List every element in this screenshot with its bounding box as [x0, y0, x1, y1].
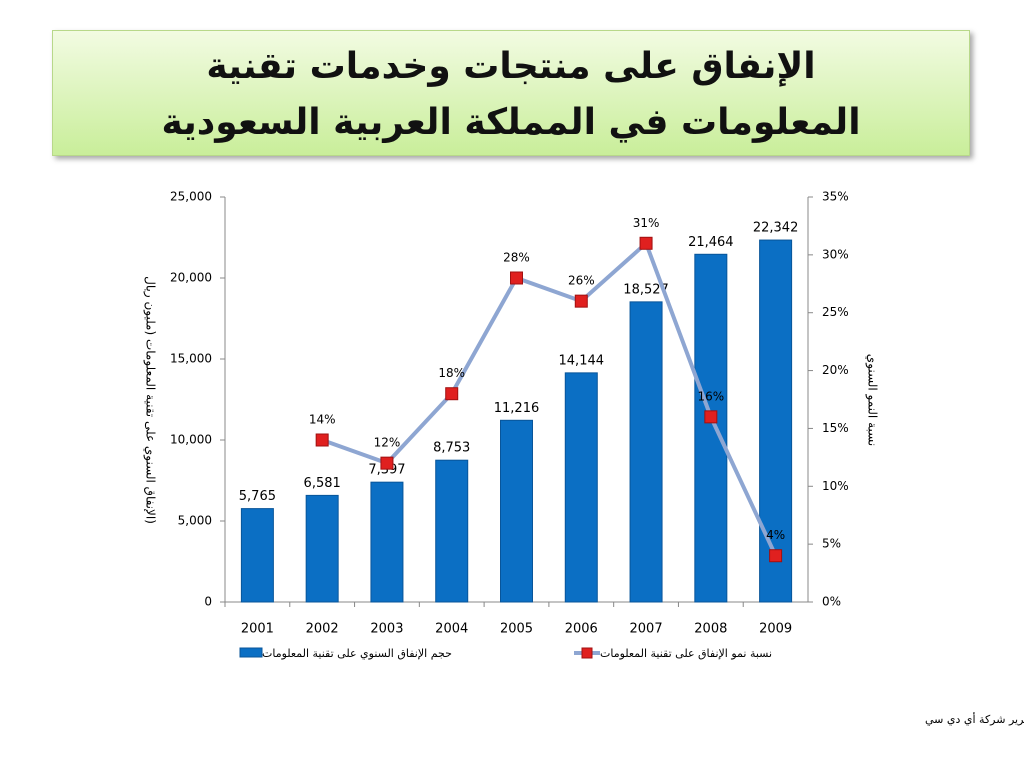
y2-tick-label: 25%: [822, 305, 849, 319]
data-label: 14,144: [559, 353, 605, 368]
y2-tick-label: 20%: [822, 363, 849, 377]
title-line: الإنفاق على منتجات وخدمات تقنية: [206, 46, 816, 87]
y-tick-label: 0: [204, 595, 212, 609]
y2-tick-label: 35%: [822, 190, 849, 204]
legend-marker: [581, 647, 593, 659]
marker: [380, 456, 394, 470]
y-tick-label: 25,000: [170, 190, 212, 204]
y-tick-label: 10,000: [170, 433, 212, 447]
y2-tick-label: 10%: [822, 479, 849, 493]
title-line: المعلومات في المملكة العربية السعودية: [161, 102, 861, 143]
y2-tick-label: 30%: [822, 247, 849, 261]
y-tick-label: 15,000: [170, 352, 212, 366]
data-label: 22,342: [753, 221, 799, 236]
data-label: 28%: [503, 251, 530, 265]
line: [321, 239, 778, 557]
data-label: 7,397: [368, 463, 405, 478]
bar: [370, 481, 404, 603]
x-tick-label: 2005: [500, 622, 533, 637]
marker: [639, 236, 653, 250]
bar: [759, 239, 793, 603]
y2-tick-label: 0%: [822, 595, 841, 609]
x-tick-label: 2007: [630, 622, 663, 637]
x-tick-label: 2006: [565, 622, 598, 637]
y2-tick-label: 5%: [822, 537, 841, 551]
y-tick-label: 5,000: [178, 514, 212, 528]
data-label: 14%: [309, 413, 336, 427]
data-label: 16%: [697, 389, 724, 403]
marker: [315, 433, 329, 447]
data-label: 21,464: [688, 235, 734, 250]
data-label: 8,753: [433, 441, 470, 456]
bar: [694, 253, 728, 603]
marker: [704, 410, 718, 424]
data-label: 11,216: [494, 401, 540, 416]
legend-label: حجم الإنفاق السنوي على تقنية المعلومات: [262, 647, 452, 660]
bar: [435, 459, 469, 603]
x-tick-label: 2008: [694, 622, 727, 637]
x-tick-label: 2003: [370, 622, 403, 637]
bar: [629, 301, 663, 603]
marker: [510, 271, 523, 285]
data-label: 4%: [766, 528, 785, 542]
y2-tick-label: 15%: [822, 421, 849, 435]
bar: [564, 372, 598, 603]
x-tick-label: 2001: [241, 622, 274, 637]
marker: [445, 387, 459, 401]
marker: [769, 549, 783, 563]
bar: [305, 494, 339, 603]
source-note: المصدر: تقرير شركة أي دي سي: [925, 712, 1024, 726]
data-label: 5,765: [239, 489, 276, 504]
x-tick-label: 2004: [435, 622, 468, 637]
data-label: 18%: [438, 366, 465, 380]
legend-swatch: [239, 647, 263, 658]
x-tick-label: 2002: [306, 622, 339, 637]
data-label: 26%: [568, 274, 595, 288]
bar: [240, 508, 274, 603]
y-tick-label: 20,000: [170, 271, 212, 285]
data-label: 6,581: [304, 476, 341, 491]
legend-label: نسبة نمو الإنفاق على تقنية المعلومات: [600, 647, 772, 660]
x-tick-label: 2009: [759, 622, 792, 637]
data-label: 31%: [633, 216, 660, 230]
data-label: 12%: [374, 436, 401, 450]
data-label: 18,527: [623, 282, 669, 297]
bar: [500, 419, 533, 603]
y2-axis-title: نسبة النمو السنوي: [865, 354, 880, 446]
title-box: الإنفاق على منتجات وخدمات تقنية المعلوما…: [52, 30, 970, 156]
marker: [574, 294, 588, 308]
y-axis-title: (الإنفاق السنوي على تقنية المعلومات (ملي…: [143, 276, 158, 524]
